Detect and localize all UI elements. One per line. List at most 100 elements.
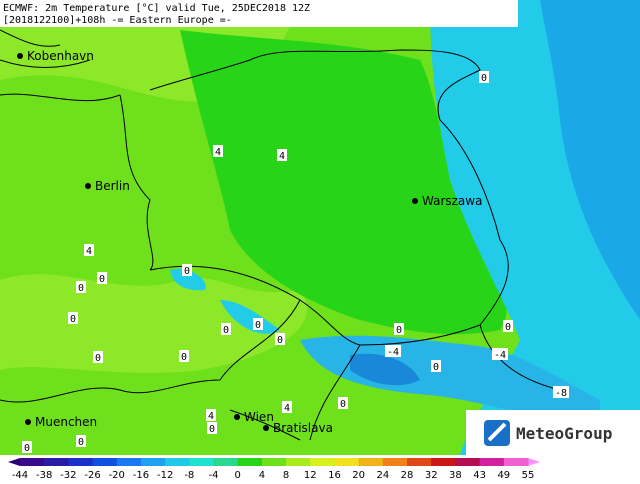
city-dot [234,414,240,420]
header-line: ECMWF: 2m Temperature [°C] valid Tue, 25… [3,3,310,14]
logo-text: MeteoGroup [516,424,612,443]
colorbar-cell [286,458,311,466]
colorbar-cell [213,458,239,466]
contour-label-box [552,386,570,398]
colorbar-label: -4 [209,470,219,480]
colder-region [350,353,420,386]
colorbar-label: 20 [352,470,365,480]
colorbar-label: 16 [328,470,341,480]
contour-label-box [181,264,193,276]
colorbar-cell [407,458,432,466]
contour-label-box [281,401,293,413]
colorbar-cell [310,458,335,466]
contour-label: 4 [86,246,92,257]
contour-label-box [21,441,33,453]
city-dot [85,183,91,189]
colorbar-cell [261,458,287,466]
border [0,49,561,441]
contour-label: 4 [208,411,214,422]
contour-label-box [212,145,224,157]
colorbar-label: -20 [109,470,125,480]
colorbar-cell [503,458,529,466]
contour-label-box [276,149,288,161]
colorbar-cell [455,458,481,466]
city-dot [25,419,31,425]
city-label: Wien [244,410,274,424]
colorbar-cell [92,458,118,466]
warm-region [0,274,308,373]
colorbar-cell [44,458,69,466]
contour-label-box [384,345,402,357]
colorbar-cell [237,458,263,466]
colorbar-cell [431,458,456,466]
contour-label: 0 [78,437,84,448]
colorbar-arrow [8,458,20,466]
contour-label-box [96,272,108,284]
contour-label: -4 [494,350,506,361]
contour-label: 0 [433,362,439,373]
contour-label-box [478,71,490,83]
city-label: Muenchen [35,415,97,429]
contour-label-box [67,312,79,324]
contour-label: 0 [99,274,105,285]
contour-label: 0 [277,335,283,346]
city-label: Berlin [95,179,130,193]
contour-label-box [502,320,514,332]
contour-label-box [178,350,190,362]
colorbar-label: 49 [497,470,510,480]
colorbar-cell [140,458,166,466]
colorbar-label: -26 [84,470,100,480]
contour-label-box [205,409,217,421]
colorbar-label: -32 [60,470,76,480]
contour-label: 0 [396,325,402,336]
colorbar-label: 8 [283,470,289,480]
header-box [0,0,518,27]
colorbar-label: 32 [425,470,438,480]
contour-label-box [491,348,509,360]
contour-label: -8 [555,388,567,399]
colorbar-cell [382,458,408,466]
contour-label-box [220,323,232,335]
city-dot [412,198,418,204]
city-dot [263,425,269,431]
colorbar-label: 0 [235,470,241,480]
header-line: [2018122100]+108h -= Eastern Europe =- [3,15,232,26]
contour-label: 0 [95,353,101,364]
city-label: Bratislava [273,421,333,435]
colorbar-cell [20,458,45,466]
contour-label: 0 [181,352,187,363]
contour-label-box [252,318,264,330]
contour-label-box [337,397,349,409]
colorbar-cell [116,458,142,466]
colorbar-label: -12 [157,470,173,480]
contour-label-box [393,323,405,335]
contour-label: 0 [505,322,511,333]
contour-label-box [75,435,87,447]
colorbar-cell [189,458,215,466]
contour-label: 0 [184,266,190,277]
contour-label-box [75,281,87,293]
contour-label: 4 [284,403,290,414]
city-dot [17,53,23,59]
contour-label-box [206,422,218,434]
colorbar-cell [334,458,360,466]
contour-label: -4 [387,347,399,358]
colorbar-label: 38 [449,470,462,480]
colorbar-label: 28 [401,470,414,480]
colorbar-cell [165,458,190,466]
contour-label: 4 [215,147,221,158]
cold-patch [170,269,280,334]
cool-region [180,30,507,335]
city-label: Kobenhavn [27,49,94,63]
logo-icon [484,420,510,446]
contour-label-box [92,351,104,363]
contour-label: 0 [78,283,84,294]
contour-label: 0 [209,424,215,435]
contour-label-box [274,333,286,345]
colorbar-label: -16 [133,470,149,480]
city-label: Warszawa [422,194,482,208]
contour-label: 0 [24,443,30,454]
contour-label-box [430,360,442,372]
colorbar-cell [358,458,384,466]
